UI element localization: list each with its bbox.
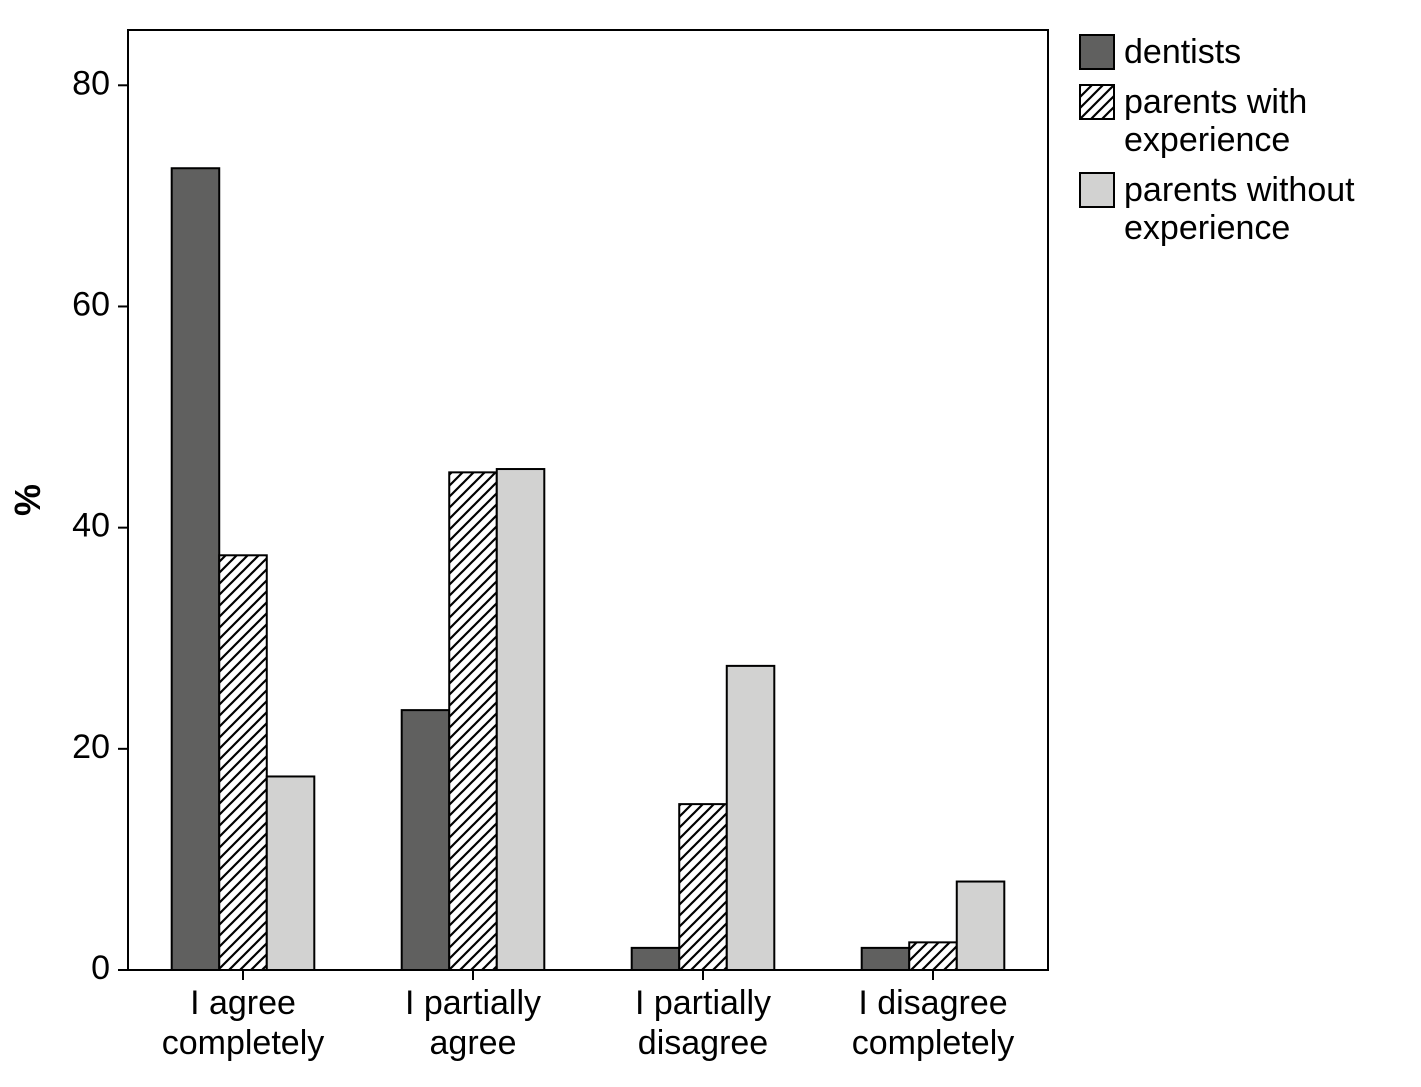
bar: [172, 168, 220, 970]
bar: [727, 666, 775, 970]
bar: [909, 942, 957, 970]
bar: [219, 555, 267, 970]
bar: [267, 776, 315, 970]
y-tick-label: 0: [91, 949, 110, 987]
x-tick-label: I partially: [635, 984, 771, 1022]
x-tick-label: disagree: [638, 1024, 768, 1062]
bar: [449, 472, 497, 970]
bar-chart: 020406080%I agreecompletelyI partiallyag…: [0, 0, 1421, 1087]
legend-label: dentists: [1124, 33, 1241, 71]
chart-container: 020406080%I agreecompletelyI partiallyag…: [0, 0, 1421, 1087]
legend-swatch: [1080, 35, 1114, 69]
x-tick-label: I disagree: [858, 984, 1007, 1022]
bar: [402, 710, 450, 970]
legend-label: parents without: [1124, 171, 1355, 209]
legend-label: experience: [1124, 121, 1290, 159]
legend-label: parents with: [1124, 83, 1307, 121]
x-tick-label: I agree: [190, 984, 296, 1022]
x-tick-label: agree: [430, 1024, 517, 1062]
bar: [679, 804, 727, 970]
y-tick-label: 20: [72, 728, 110, 766]
legend-swatch: [1080, 85, 1114, 119]
bar: [862, 948, 910, 970]
y-tick-label: 80: [72, 64, 110, 102]
legend-swatch: [1080, 173, 1114, 207]
x-tick-label: completely: [162, 1024, 325, 1062]
y-tick-label: 40: [72, 507, 110, 545]
x-tick-label: I partially: [405, 984, 541, 1022]
y-axis-label: %: [7, 484, 48, 516]
x-tick-label: completely: [852, 1024, 1015, 1062]
legend-label: experience: [1124, 209, 1290, 247]
bar: [497, 469, 545, 970]
bar: [957, 882, 1005, 970]
y-tick-label: 60: [72, 285, 110, 323]
bar: [632, 948, 680, 970]
